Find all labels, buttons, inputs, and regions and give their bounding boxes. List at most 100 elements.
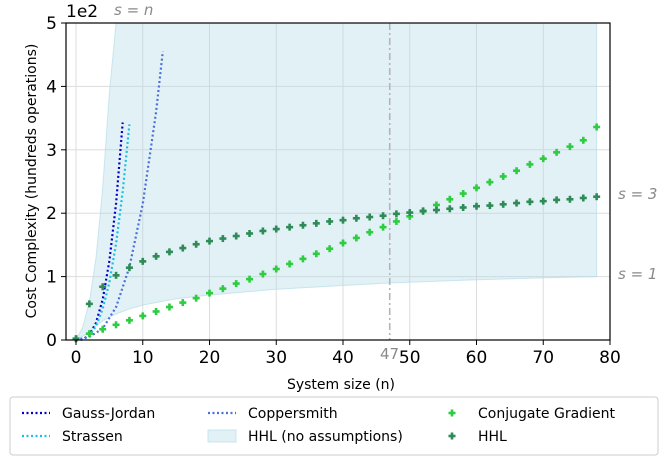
marker-hhl-5 (139, 257, 147, 265)
legend-item-conjugate-gradient: Conjugate Gradient (448, 406, 615, 422)
marker-conjugate-gradient-19 (326, 245, 334, 253)
s-equals-n-annotation: s = n (114, 1, 153, 19)
plot-border (65, 22, 611, 341)
marker-conjugate-gradient-35 (539, 155, 547, 163)
marker-hhl-30 (473, 202, 481, 210)
marker-conjugate-gradient-23 (379, 223, 387, 231)
legend-swatch-hhl-no-assumptions (207, 429, 237, 443)
marker-hhl-16 (286, 223, 294, 231)
legend-item-hhl-no-assumptions: HHL (no assumptions) (207, 429, 403, 445)
marker-conjugate-gradient-4 (125, 316, 133, 324)
marker-hhl-32 (499, 200, 507, 208)
marker-conjugate-gradient-38 (579, 136, 587, 144)
marker-hhl-1 (85, 300, 93, 308)
legend-frame (9, 396, 659, 456)
legend: Gauss-Jordan Strassen Coppersmith HHL (no a… (9, 396, 659, 456)
legend-label-gauss-jordan: Gauss-Jordan (62, 406, 155, 422)
s-equals-3-annotation: s = 3 (618, 185, 657, 203)
marker-hhl-7 (165, 248, 173, 256)
marker-hhl-33 (513, 199, 521, 207)
marker-hhl-26 (419, 207, 427, 215)
marker-conjugate-gradient-20 (339, 239, 347, 247)
marker-conjugate-gradient-14 (259, 270, 267, 278)
marker-conjugate-gradient-34 (526, 160, 534, 168)
marker-conjugate-gradient-3 (112, 321, 120, 329)
plot-frame (65, 22, 611, 341)
marker-conjugate-gradient-9 (192, 294, 200, 302)
legend-item-hhl: HHL (448, 429, 507, 445)
legend-item-gauss-jordan: Gauss-Jordan (22, 406, 155, 422)
y-tick-label-3: 3 (46, 141, 57, 161)
marker-hhl-2 (99, 283, 107, 291)
marker-conjugate-gradient-36 (553, 148, 561, 156)
line-gauss-jordan (75, 122, 124, 342)
x-axis-label: System size (n) (287, 377, 395, 393)
legend-label-strassen: Strassen (62, 429, 123, 445)
marker-hhl-36 (553, 196, 561, 204)
marker-hhl-38 (579, 194, 587, 202)
marker-conjugate-gradient-28 (446, 195, 454, 203)
marker-hhl-6 (152, 252, 160, 260)
marker-conjugate-gradient-2 (99, 325, 107, 333)
legend-label-hhl-no-assumptions: HHL (no assumptions) (248, 429, 403, 445)
marker-hhl-27 (432, 206, 440, 214)
marker-hhl-9 (192, 240, 200, 248)
marker-hhl-35 (539, 197, 547, 205)
marker-hhl-10 (206, 237, 214, 245)
marker-hhl-21 (352, 214, 360, 222)
marker-conjugate-gradient-22 (366, 228, 374, 236)
x-tick-label-70: 70 (532, 348, 554, 368)
marker-hhl-11 (219, 235, 227, 243)
legend-swatch-hhl (448, 432, 456, 440)
legend-swatch-conjugate-gradient (448, 409, 456, 417)
marker-conjugate-gradient-16 (286, 260, 294, 268)
y-multiplier-label: 1e2 (66, 2, 98, 22)
y-tick-label-5: 5 (46, 14, 57, 34)
marker-hhl-37 (566, 195, 574, 203)
marker-conjugate-gradient-18 (312, 250, 320, 258)
marker-hhl-25 (406, 209, 414, 217)
marker-hhl-15 (272, 225, 280, 233)
y-tick-label-4: 4 (46, 77, 57, 97)
marker-conjugate-gradient-37 (566, 143, 574, 151)
x-tick-label-30: 30 (265, 348, 287, 368)
marker-conjugate-gradient-7 (165, 303, 173, 311)
series-lines (75, 51, 164, 342)
marker-hhl-31 (486, 202, 494, 210)
marker-conjugate-gradient-15 (272, 265, 280, 273)
x-tick-label-0: 0 (71, 348, 82, 368)
marker-hhl-22 (366, 213, 374, 221)
x-tick-label-10: 10 (132, 348, 154, 368)
marker-conjugate-gradient-17 (299, 255, 307, 263)
marker-hhl-8 (179, 244, 187, 252)
crossover-x-label: 47 (380, 345, 399, 363)
marker-conjugate-gradient-31 (486, 178, 494, 186)
marker-conjugate-gradient-6 (152, 307, 160, 315)
marker-conjugate-gradient-32 (499, 172, 507, 180)
marker-hhl-28 (446, 205, 454, 213)
s-equals-1-annotation: s = 1 (618, 265, 657, 283)
marker-hhl-18 (312, 219, 320, 227)
legend-label-coppersmith: Coppersmith (248, 406, 338, 422)
marker-hhl-39 (593, 193, 601, 201)
marker-hhl-3 (112, 271, 120, 279)
marker-conjugate-gradient-21 (352, 234, 360, 242)
marker-hhl-4 (125, 264, 133, 272)
marker-conjugate-gradient-29 (459, 190, 467, 198)
marker-conjugate-gradient-10 (206, 289, 214, 297)
marker-hhl-23 (379, 212, 387, 220)
marker-conjugate-gradient-39 (593, 123, 601, 131)
y-axis-label: Cost Complexity (hundreds operations) (24, 44, 40, 319)
marker-hhl-34 (526, 198, 534, 206)
marker-hhl-14 (259, 227, 267, 235)
marker-conjugate-gradient-8 (179, 299, 187, 307)
marker-hhl-20 (339, 216, 347, 224)
plot-area (66, 23, 610, 340)
marker-conjugate-gradient-13 (246, 275, 254, 283)
line-coppersmith (75, 51, 164, 342)
marker-conjugate-gradient-24 (392, 217, 400, 225)
marker-conjugate-gradient-30 (473, 184, 481, 192)
series-markers (72, 123, 601, 343)
marker-hhl-19 (326, 217, 334, 225)
